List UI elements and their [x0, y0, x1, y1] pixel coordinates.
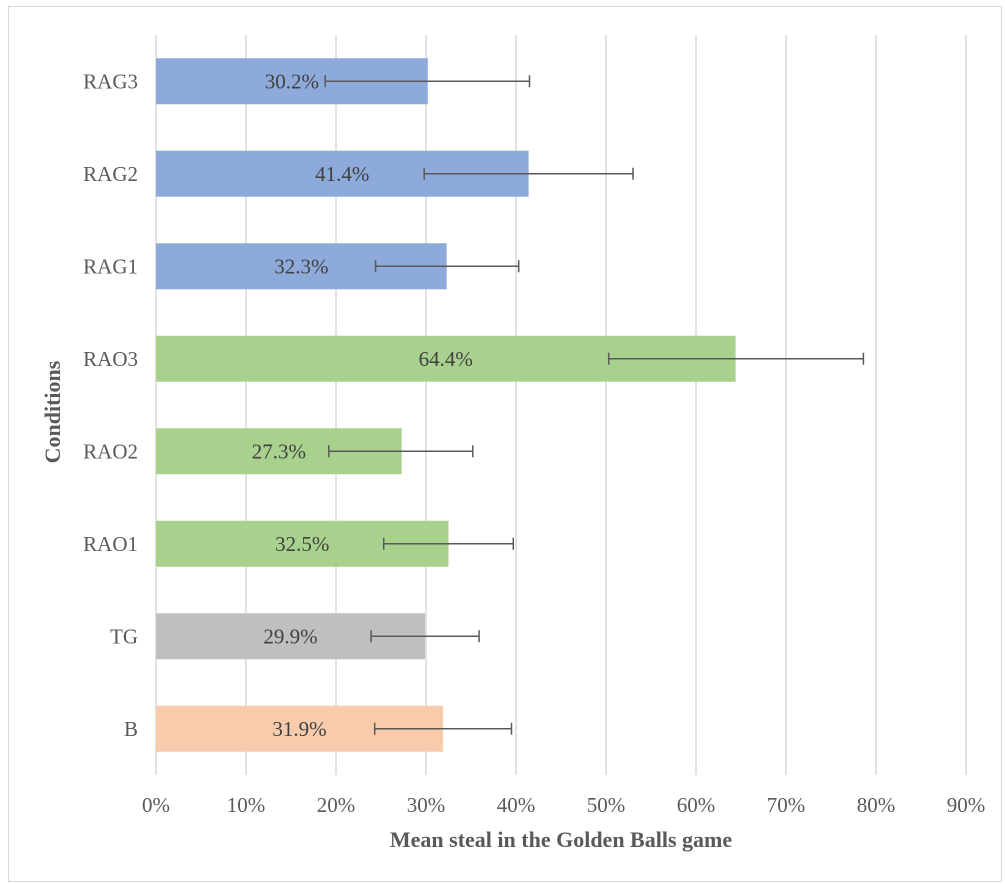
data-labels: 30.2% 41.4% 32.3% 64.4% 27.3% 32.5% 29.9% 31.9% [252, 69, 473, 741]
x-tick-label: 60% [677, 793, 716, 817]
y-tick-label: RAO2 [83, 439, 138, 463]
data-label: 29.9% [263, 624, 317, 648]
y-tick-label: TG [110, 624, 138, 648]
data-label: 41.4% [315, 162, 369, 186]
x-tick-label: 70% [767, 793, 806, 817]
x-tick-label: 10% [227, 793, 266, 817]
x-tick-label: 50% [587, 793, 626, 817]
data-label: 32.5% [275, 532, 329, 556]
data-label: 31.9% [272, 717, 326, 741]
y-tick-label: RAG2 [83, 162, 138, 186]
gridlines [155, 35, 967, 775]
data-label: 64.4% [419, 347, 473, 371]
x-tick-label: 80% [857, 793, 896, 817]
y-axis-title: Conditions [40, 360, 65, 463]
y-tick-label: RAG1 [83, 254, 138, 278]
data-label: 27.3% [252, 439, 306, 463]
x-axis-title: Mean steal in the Golden Balls game [390, 827, 732, 852]
y-tick-label: RAO3 [83, 347, 138, 371]
data-label: 32.3% [274, 254, 328, 278]
x-tick-label: 20% [317, 793, 356, 817]
error-bars [324, 75, 865, 735]
x-tick-label: 90% [947, 793, 986, 817]
x-tick-label: 0% [142, 793, 170, 817]
y-tick-label: RAG3 [83, 69, 138, 93]
data-label: 30.2% [265, 69, 319, 93]
y-tick-label: B [124, 717, 138, 741]
x-tick-label: 30% [407, 793, 446, 817]
x-tick-label: 40% [497, 793, 536, 817]
bars [156, 58, 736, 752]
y-tick-label: RAO1 [83, 532, 138, 556]
category-axis-labels: RAG3 RAG2 RAG1 RAO3 RAO2 RAO1 TG B [83, 69, 138, 741]
value-axis-labels: 0% 10% 20% 30% 40% 50% 60% 70% 80% 90% [142, 793, 985, 817]
